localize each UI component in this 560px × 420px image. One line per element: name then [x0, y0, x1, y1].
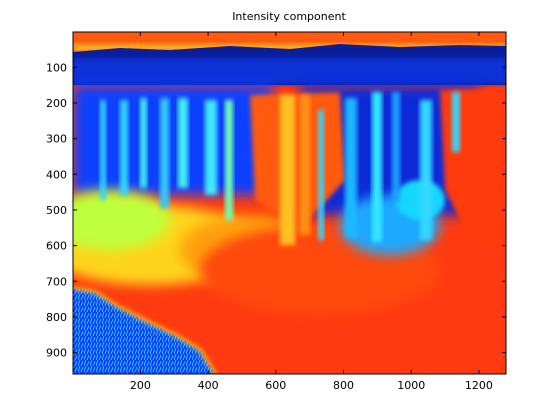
x-tick-label: 400 — [198, 379, 219, 392]
y-tick-label: 300 — [46, 133, 67, 146]
y-tick-label: 200 — [46, 97, 67, 110]
plot-axes-frame — [72, 31, 507, 375]
y-tick-label: 900 — [46, 347, 67, 360]
y-tick-label: 600 — [46, 240, 67, 253]
intensity-image — [73, 32, 506, 374]
y-tick-label: 400 — [46, 168, 67, 181]
y-tick-label: 100 — [46, 61, 67, 74]
chart-title: Intensity component — [232, 10, 346, 23]
y-tick-label: 700 — [46, 275, 67, 288]
x-tick-label: 200 — [130, 379, 151, 392]
y-axis: 100 200 300 400 500 600 700 800 900 — [46, 61, 506, 360]
x-tick-label: 1000 — [397, 379, 425, 392]
x-axis: 200 400 600 800 1000 1200 — [130, 32, 493, 392]
y-tick-label: 500 — [46, 204, 67, 217]
x-tick-label: 1200 — [465, 379, 493, 392]
x-tick-label: 800 — [333, 379, 354, 392]
y-tick-label: 800 — [46, 311, 67, 324]
x-tick-label: 600 — [265, 379, 286, 392]
